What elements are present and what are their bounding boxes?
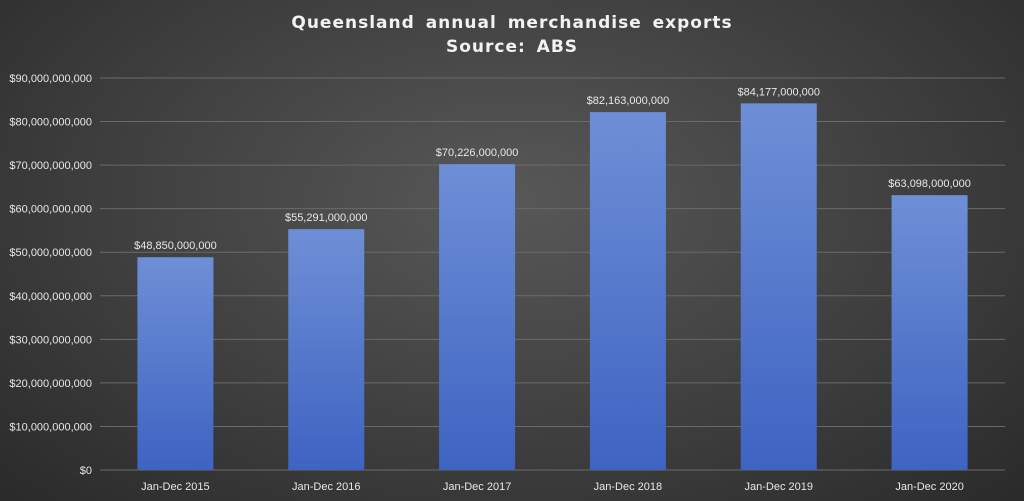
bars — [137, 103, 968, 470]
x-axis-ticks: Jan-Dec 2015 Jan-Dec 2016 Jan-Dec 2017 Jan-… — [141, 481, 964, 493]
x-tick-label: Jan-Dec 2018 — [594, 481, 663, 493]
y-tick-label: $20,000,000,000 — [9, 378, 92, 390]
bar-value-label: $63,098,000,000 — [888, 178, 971, 190]
bar-value-label: $84,177,000,000 — [737, 86, 820, 98]
bar — [740, 103, 817, 470]
x-tick-label: Jan-Dec 2016 — [292, 481, 361, 493]
bar-value-label: $55,291,000,000 — [285, 212, 368, 224]
bar — [891, 195, 968, 470]
bar-value-label: $48,850,000,000 — [134, 240, 217, 252]
y-axis-ticks: $0 $10,000,000,000 $20,000,000,000 $30,000,… — [9, 73, 92, 477]
y-tick-label: $80,000,000,000 — [9, 117, 92, 129]
x-tick-label: Jan-Dec 2017 — [443, 481, 512, 493]
y-tick-label: $70,000,000,000 — [9, 160, 92, 172]
chart-title: Queensland annual merchandise exports — [291, 13, 733, 33]
y-tick-label: $30,000,000,000 — [9, 334, 92, 346]
bar-value-label: $82,163,000,000 — [587, 95, 670, 107]
y-tick-label: $90,000,000,000 — [9, 73, 92, 85]
gridlines — [100, 77, 1005, 471]
bar — [288, 229, 365, 470]
chart-subtitle: Source: ABS — [445, 37, 579, 57]
bar — [589, 112, 666, 470]
x-tick-label: Jan-Dec 2019 — [745, 481, 814, 493]
bar-value-label: $70,226,000,000 — [436, 147, 519, 159]
data-labels: $48,850,000,000 $55,291,000,000 $70,226,00… — [134, 86, 971, 252]
bar — [137, 257, 214, 470]
x-tick-label: Jan-Dec 2015 — [141, 481, 210, 493]
y-tick-label: $40,000,000,000 — [9, 291, 92, 303]
bar — [439, 164, 516, 470]
y-tick-label: $10,000,000,000 — [9, 421, 92, 433]
y-tick-label: $60,000,000,000 — [9, 204, 92, 216]
y-tick-label: $0 — [80, 465, 92, 477]
x-tick-label: Jan-Dec 2020 — [895, 481, 964, 493]
y-tick-label: $50,000,000,000 — [9, 247, 92, 259]
